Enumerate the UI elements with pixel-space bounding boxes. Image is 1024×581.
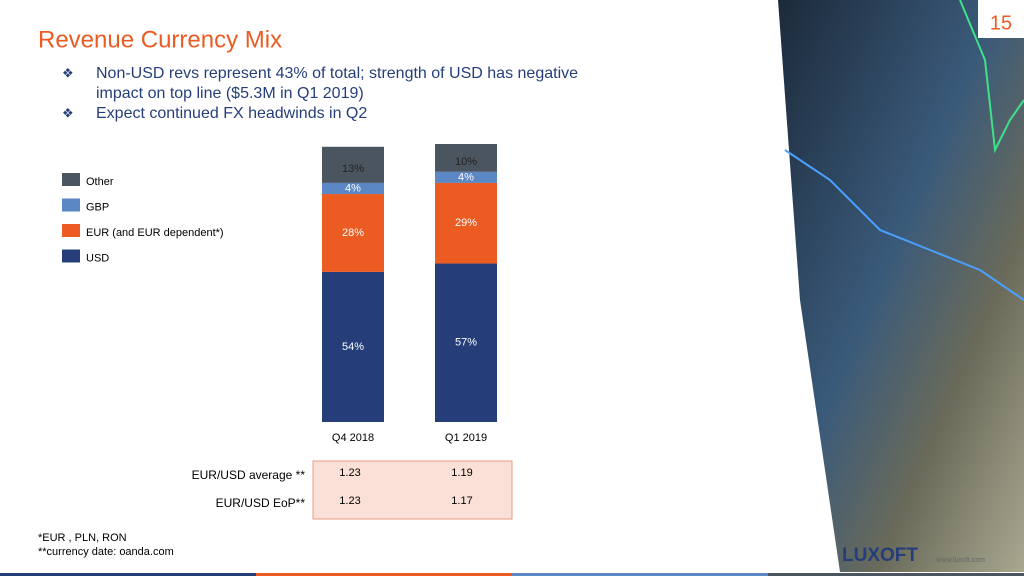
footnote: *EUR , PLN, RON	[38, 532, 127, 544]
bar-segment	[322, 194, 384, 272]
legend-label: GBP	[86, 201, 109, 213]
table-box	[312, 460, 513, 520]
legend-label: EUR (and EUR dependent*)	[86, 227, 224, 239]
footer-strip	[768, 573, 1024, 576]
data-label: 10%	[455, 156, 477, 168]
bar-segment	[322, 271, 384, 422]
data-label: 13%	[342, 163, 364, 175]
table-cell: 1.23	[339, 467, 360, 479]
data-label: 28%	[342, 227, 364, 239]
bar-segment	[322, 146, 384, 183]
legend-label: Other	[86, 176, 114, 188]
bullet: Expect continued FX headwinds in Q2	[96, 105, 367, 122]
data-label: 4%	[345, 182, 361, 194]
legend-swatch	[62, 249, 80, 263]
legend-swatch	[62, 173, 80, 186]
table-row-label: EUR/USD EoP**	[216, 496, 306, 510]
data-label: 54%	[342, 341, 364, 353]
table-row-label: EUR/USD average **	[192, 468, 306, 482]
bar-segment	[435, 263, 497, 422]
bar-segment	[435, 171, 497, 183]
legend-label: USD	[86, 252, 109, 264]
photo	[778, 0, 1024, 572]
x-tick-label: Q1 2019	[445, 432, 487, 444]
bar-segment	[435, 182, 497, 264]
footnote: **currency date: oanda.com	[38, 546, 174, 558]
data-label: 57%	[455, 337, 477, 349]
slide-number: 15	[990, 12, 1012, 34]
number-box	[978, 0, 1024, 38]
bullet-icon: ❖	[62, 105, 74, 120]
table-cell: 1.17	[451, 495, 472, 507]
photo-line	[784, 149, 1024, 301]
bar-segment	[322, 182, 384, 195]
url: www.luxoft.com	[935, 557, 985, 564]
bullet: Non-USD revs represent 43% of total; str…	[96, 65, 578, 82]
bullet: impact on top line ($5.3M in Q1 2019)	[96, 85, 364, 102]
title: Revenue Currency Mix	[38, 26, 282, 53]
bullet-icon: ❖	[62, 65, 74, 80]
table-cell: 1.23	[339, 495, 360, 507]
table-cell: 1.19	[451, 467, 472, 479]
legend-swatch	[62, 198, 80, 212]
photo-line	[959, 0, 1024, 154]
data-label: 4%	[458, 171, 474, 183]
x-tick-label: Q4 2018	[332, 432, 374, 444]
legend-swatch	[62, 224, 80, 237]
logo: LUXOFT	[842, 545, 918, 566]
footer-strip	[0, 573, 256, 576]
bar-segment	[435, 144, 497, 172]
data-label: 29%	[455, 217, 477, 229]
footer-strip	[256, 573, 512, 576]
footer-strip	[512, 573, 768, 576]
